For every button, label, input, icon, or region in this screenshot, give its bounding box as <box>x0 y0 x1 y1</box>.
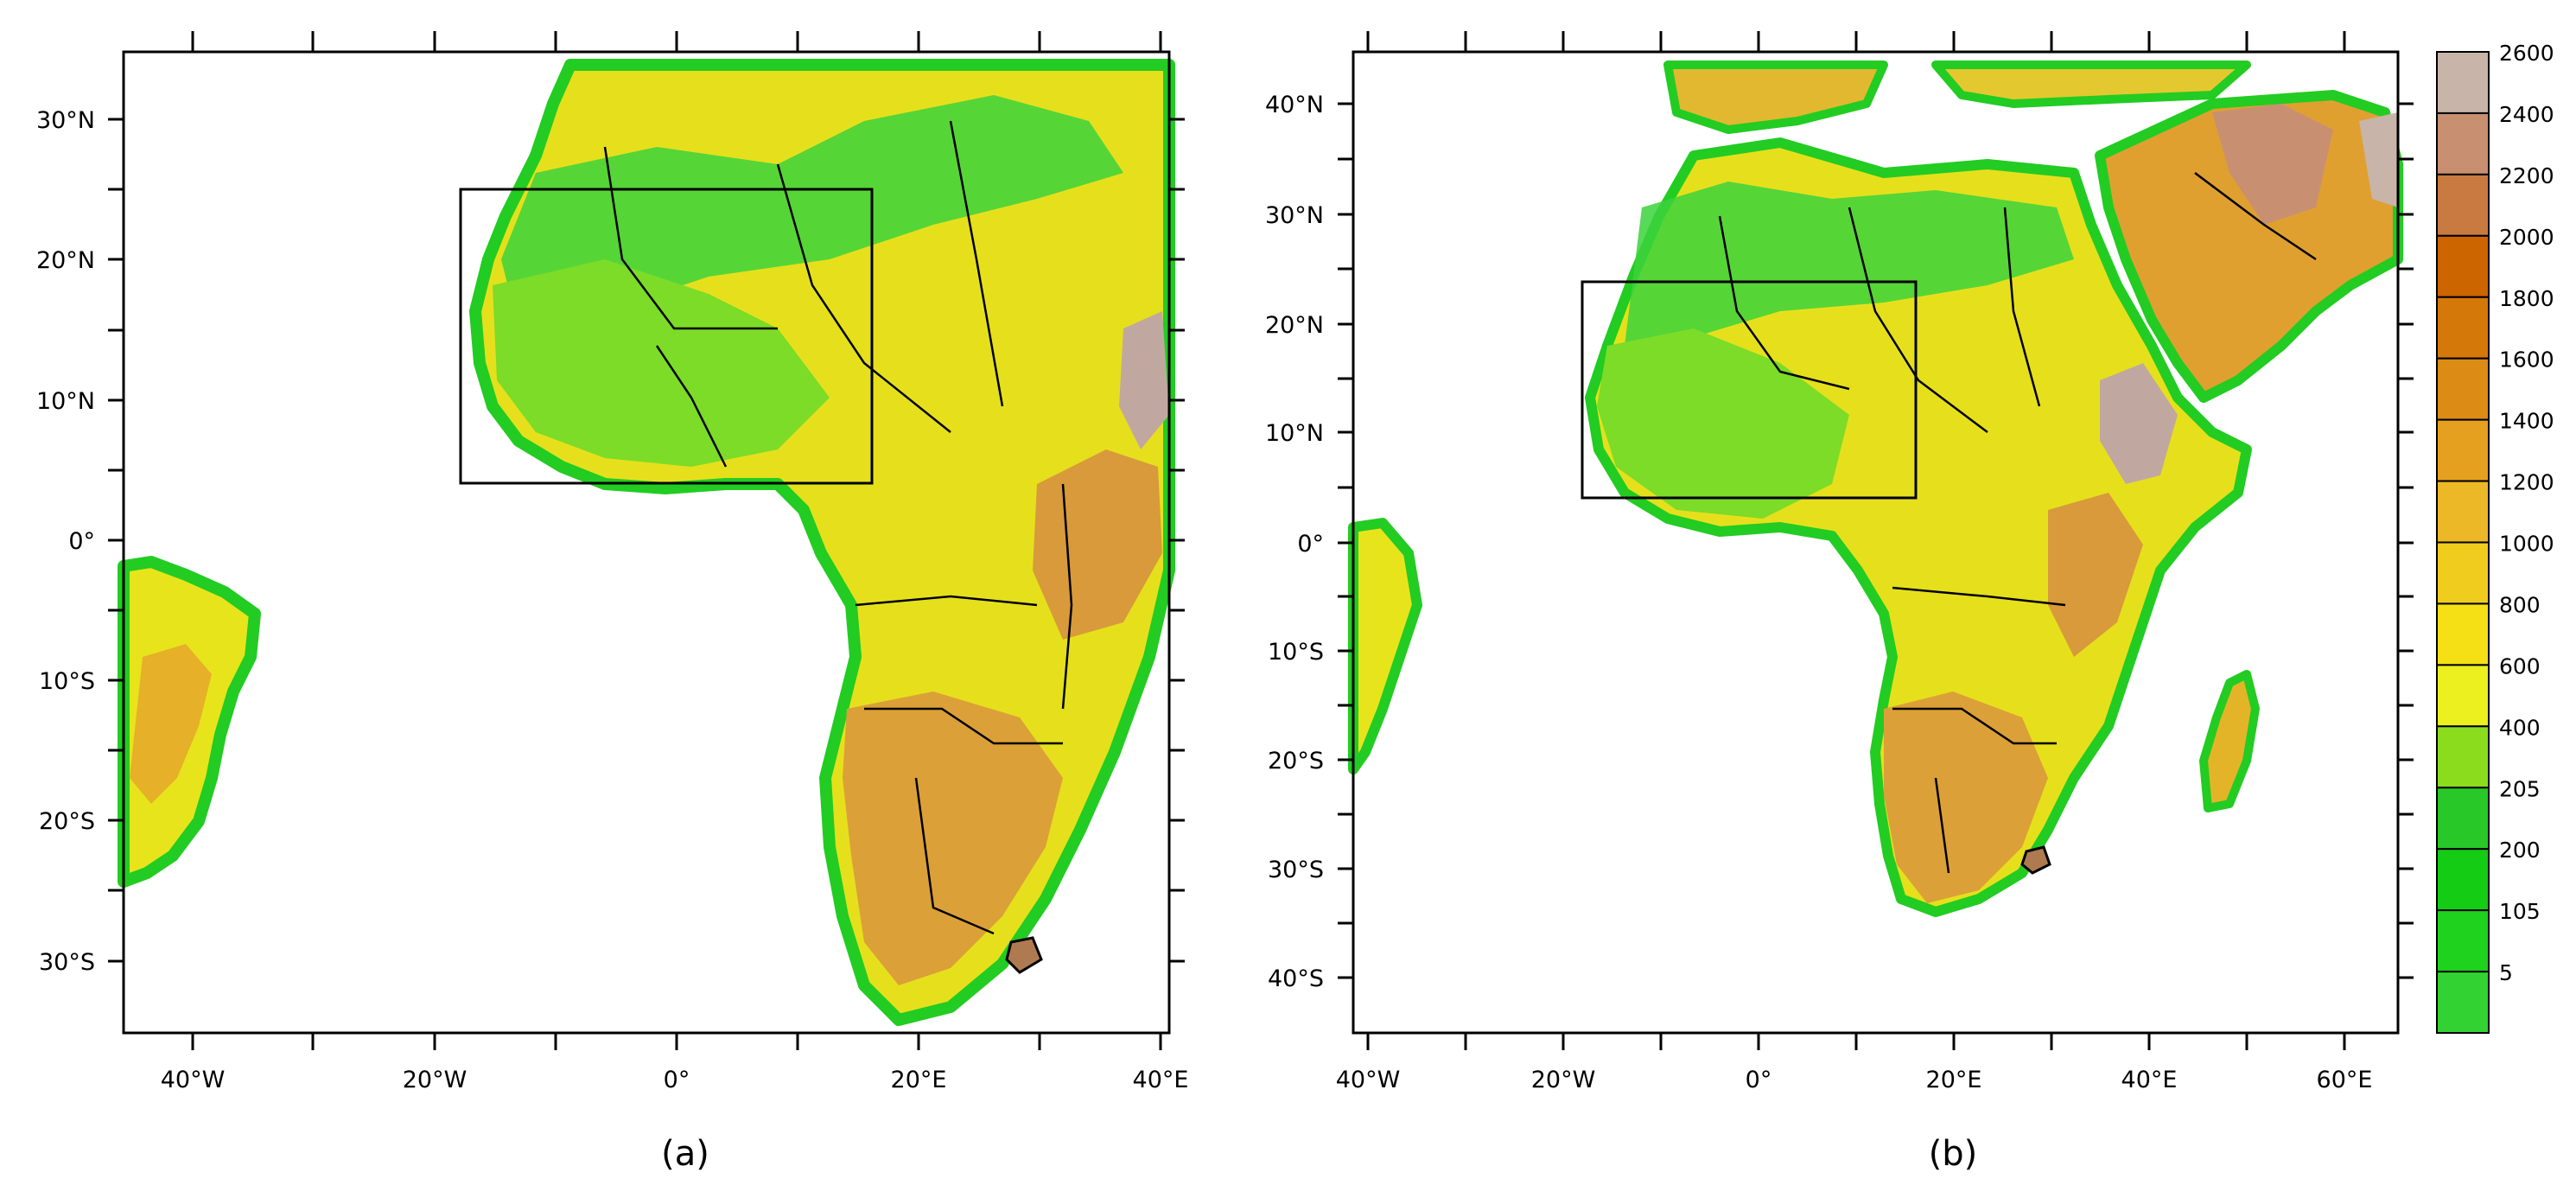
map-a-lat-label: 10°N <box>36 388 95 415</box>
map-a-sahel-green <box>493 259 830 467</box>
map-b-lon-label: 20°W <box>1531 1067 1596 1093</box>
colorbar-label: 2000 <box>2499 225 2554 250</box>
map-b-lat-label: 30°S <box>1268 857 1324 883</box>
map-a-lat-label: 30°S <box>39 949 95 976</box>
colorbar: 2600 2400 2200 2000 1800 1600 1400 1200 1000 800 6… <box>2436 41 2554 1034</box>
colorbar-label: 1400 <box>2499 409 2554 434</box>
map-b-lat-label: 40°S <box>1268 965 1324 992</box>
map-b-arabia-peak <box>2212 104 2333 225</box>
map-a-lon-label: 0° <box>664 1067 690 1093</box>
map-a-frame <box>122 50 1171 1035</box>
colorbar-swatch <box>2436 51 2490 114</box>
map-a-lesotho <box>1005 936 1043 974</box>
map-b-top-ticks <box>1366 31 2346 52</box>
map-b-south-america <box>1348 518 1422 774</box>
map-b-lon-label: 40°W <box>1336 1067 1401 1093</box>
colorbar-swatch <box>2436 787 2490 851</box>
map-b-lat-label: 0° <box>1297 531 1324 558</box>
map-a-south-america-highland <box>130 644 212 804</box>
colorbar-swatch <box>2436 541 2490 605</box>
map-b-lon-label: 0° <box>1746 1067 1772 1093</box>
map-b-lon-label: 40°E <box>2121 1067 2178 1093</box>
map-b-lon-label: 60°E <box>2317 1067 2373 1093</box>
map-b-zagros-peak <box>2359 112 2398 207</box>
map-b-ethiopia-peak <box>2100 363 2178 484</box>
map-b-bottom-ticks <box>1366 1033 2346 1050</box>
map-a-southern-highland <box>843 691 1063 985</box>
colorbar-label: 200 <box>2499 838 2541 863</box>
map-b-europe <box>1663 61 1888 134</box>
map-b-east-highland <box>2048 493 2143 657</box>
map-b-lat-label: 20°N <box>1265 312 1324 339</box>
map-a-ethiopia-peak <box>1119 311 1169 449</box>
colorbar-label: 2400 <box>2499 102 2554 127</box>
map-a-lon-label: 20°E <box>891 1067 947 1093</box>
map-a-top-ticks <box>191 31 1162 52</box>
colorbar-swatch <box>2436 848 2490 912</box>
colorbar-label: 800 <box>2499 592 2541 617</box>
map-a-lon-label: 40°E <box>1133 1067 1189 1093</box>
map-b-lon-label: 20°E <box>1926 1067 1982 1093</box>
map-panel-a: 40°W 20°W 0° 20°E 40°E 30°N 20°N 10°N 0°… <box>36 31 1189 1174</box>
map-a-lat-label: 20°S <box>39 808 95 835</box>
map-b-lat-label: 10°N <box>1265 420 1324 447</box>
map-a-borders <box>603 120 1073 935</box>
colorbar-label: 1800 <box>2499 286 2554 311</box>
colorbar-label: 1600 <box>2499 347 2554 373</box>
map-a-lat-label: 10°S <box>39 668 95 695</box>
colorbar-label: 400 <box>2499 715 2541 740</box>
colorbar-label: 105 <box>2499 899 2541 924</box>
colorbar-swatch <box>2436 357 2490 421</box>
map-a-left-ticks <box>108 118 124 963</box>
colorbar-swatch <box>2436 971 2490 1034</box>
map-a-lat-label: 0° <box>68 528 95 555</box>
colorbar-label: 2200 <box>2499 163 2554 188</box>
map-a-domain-box <box>459 188 874 485</box>
map-a-sahara-green <box>501 95 1123 328</box>
map-b-left-ticks <box>1338 102 1353 979</box>
map-a-lon-label: 20°W <box>403 1067 467 1093</box>
colorbar-swatch <box>2436 296 2490 360</box>
map-panel-b: 40°W 20°W 0° 20°E 40°E 60°E 40°N 30°N 20… <box>1265 31 2414 1174</box>
colorbar-swatch <box>2436 909 2490 973</box>
map-a-lon-label: 40°W <box>161 1067 226 1093</box>
map-b-lat-label: 30°N <box>1265 202 1324 229</box>
map-a-east-highland <box>1033 449 1162 640</box>
map-a-right-ticks <box>1169 118 1185 963</box>
colorbar-label: 205 <box>2499 776 2541 801</box>
colorbar-swatch <box>2436 418 2490 482</box>
map-b-borders <box>1718 172 2317 874</box>
map-b-madagascar <box>2199 670 2260 812</box>
map-b-sahara-green <box>1625 182 2074 346</box>
colorbar-swatch <box>2436 480 2490 544</box>
colorbar-label: 600 <box>2499 653 2541 679</box>
colorbar-swatch <box>2436 602 2490 666</box>
colorbar-swatch <box>2436 664 2490 728</box>
colorbar-label: 1000 <box>2499 532 2554 557</box>
colorbar-swatch <box>2436 112 2490 175</box>
map-b-europe-east <box>1931 61 2251 108</box>
colorbar-label: 5 <box>2499 960 2513 985</box>
map-a-bottom-ticks <box>191 1033 1162 1050</box>
map-b-sahel-green <box>1597 328 1849 519</box>
map-a-lat-label: 30°N <box>36 107 95 134</box>
colorbar-label: 1200 <box>2499 470 2554 495</box>
map-b-lat-label: 20°S <box>1268 748 1324 774</box>
map-b-southern-highland <box>1884 691 2048 903</box>
colorbar-swatch <box>2436 234 2490 298</box>
map-b-domain-box <box>1581 280 1918 500</box>
map-b-lesotho <box>2020 845 2051 875</box>
map-a-caption: (a) <box>661 1134 709 1174</box>
colorbar-swatch <box>2436 173 2490 237</box>
map-b-lat-label: 40°N <box>1265 92 1324 118</box>
map-b-caption: (b) <box>1929 1134 1978 1174</box>
map-b-right-ticks <box>2398 102 2414 979</box>
colorbar-swatch <box>2436 725 2490 789</box>
map-b-lat-label: 10°S <box>1268 639 1324 666</box>
colorbar-label: 2600 <box>2499 41 2554 66</box>
map-a-lat-label: 20°N <box>36 247 95 274</box>
